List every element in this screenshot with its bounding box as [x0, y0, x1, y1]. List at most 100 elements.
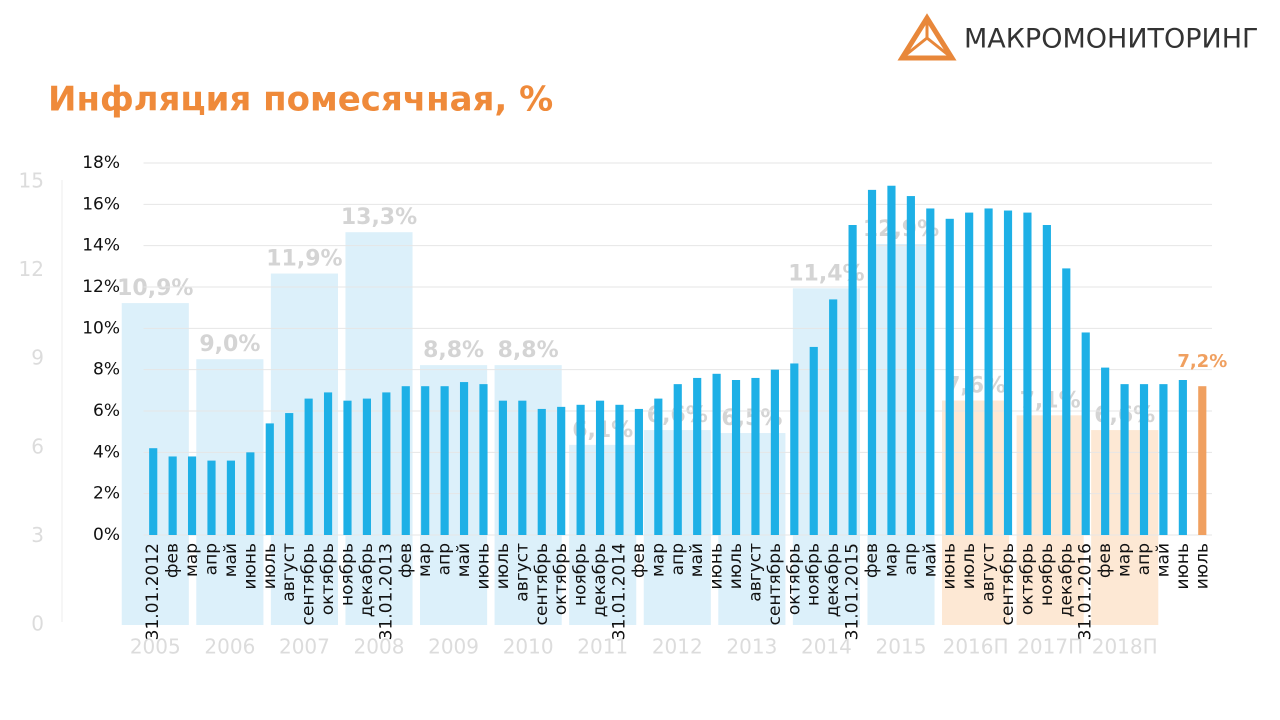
y-tick-label: 14%: [82, 236, 120, 256]
bar: [382, 392, 391, 535]
x-tick-label: апр: [1134, 543, 1154, 575]
bar: [867, 244, 935, 625]
bar: [420, 365, 488, 625]
y-tick-label: 9: [31, 346, 44, 370]
value-label: 10,9%: [117, 276, 193, 301]
x-tick-label: май: [1153, 543, 1173, 577]
x-tick-label: апр: [901, 543, 921, 575]
bar: [790, 363, 799, 535]
bar: [1198, 386, 1207, 535]
x-tick-label: фев: [862, 543, 882, 578]
x-tick-label: июль: [1192, 543, 1212, 589]
x-tick-label: сентябрь: [765, 543, 785, 625]
bar: [673, 384, 682, 535]
bar: [1101, 367, 1110, 535]
bar: [693, 377, 702, 535]
x-tick-label: мар: [182, 543, 202, 577]
x-tick-label: фев: [163, 543, 183, 578]
bar: [1139, 384, 1149, 535]
x-tick-label: сентябрь: [299, 543, 319, 625]
x-tick-label: июнь: [473, 543, 493, 590]
x-tick-label: июнь: [240, 543, 260, 590]
bar: [576, 404, 585, 535]
bar: [557, 406, 566, 535]
bar: [848, 225, 857, 535]
bar: [809, 346, 818, 535]
x-tick-label: июль: [726, 543, 746, 589]
x-tick-label: май: [920, 543, 940, 577]
x-tick-label: 2007: [279, 635, 330, 659]
logo-icon: [897, 13, 957, 61]
x-tick-label: 2005: [130, 635, 181, 659]
x-tick-label: май: [454, 543, 474, 577]
y-tick-label: 2%: [93, 484, 120, 504]
value-label: 7,2%: [1177, 351, 1227, 372]
bar: [323, 392, 333, 535]
x-tick-label: июнь: [1173, 543, 1193, 590]
x-tick-label: июль: [959, 543, 979, 589]
bar: [867, 189, 877, 535]
x-tick-label: август: [279, 543, 299, 602]
x-tick-label: май: [687, 543, 707, 577]
y-tick-label: 16%: [82, 194, 120, 214]
bar: [926, 208, 935, 535]
x-tick-label: декабрь: [590, 543, 610, 617]
y-tick-label: 4%: [93, 442, 120, 462]
bar: [1120, 384, 1129, 535]
bar: [304, 398, 313, 535]
value-label: 8,8%: [498, 338, 559, 363]
bar: [149, 448, 158, 535]
bar: [459, 382, 469, 535]
bar: [751, 377, 760, 535]
x-tick-label: 2015: [876, 635, 927, 659]
logo-text: МАКРОМОНИТОРИНГ: [964, 24, 1259, 55]
y-tick-label: 0%: [93, 525, 120, 545]
x-tick-label: 2014: [801, 635, 852, 659]
x-tick-label: мар: [1115, 543, 1135, 577]
bar: [498, 400, 507, 535]
x-tick-label: 2006: [204, 635, 255, 659]
x-tick-label: август: [512, 543, 532, 602]
background-chart: 0 3 6 9 12 15 10,9% 2005 9,0% 2006 11,9% 2007 13,3% 2…: [19, 169, 1159, 659]
x-tick-label: 2008: [354, 635, 405, 659]
bar: [345, 232, 413, 625]
bar: [401, 386, 410, 535]
x-tick-label: апр: [668, 543, 688, 575]
bar: [479, 384, 488, 535]
x-tick-label: 2009: [428, 635, 479, 659]
x-tick-label: фев: [396, 543, 416, 578]
y-tick-label: 10%: [82, 318, 120, 338]
y-tick-label: 6: [31, 434, 44, 458]
x-tick-label: сентябрь: [532, 543, 552, 625]
bar: [265, 423, 274, 535]
x-tick-label: ноябрь: [1037, 543, 1057, 606]
x-tick-label: ноябрь: [804, 543, 824, 606]
x-tick-label: 2018П: [1092, 635, 1158, 659]
bar: [829, 299, 838, 535]
y-tick-label: 15: [19, 169, 44, 193]
x-tick-label: октябрь: [551, 543, 571, 615]
bar: [945, 218, 954, 536]
x-tick-label: 31.01.2015: [843, 543, 863, 640]
y-tick-label: 12%: [82, 277, 120, 297]
bar: [887, 185, 896, 535]
x-tick-label: декабрь: [357, 543, 377, 617]
x-tick-label: 2012: [652, 635, 703, 659]
bar: [207, 460, 216, 535]
y-tick-label: 3: [31, 523, 44, 547]
value-label: 13,3%: [341, 205, 417, 230]
x-tick-label: декабрь: [823, 543, 843, 617]
y-tick-label: 6%: [93, 401, 120, 421]
x-tick-label: фев: [629, 543, 649, 578]
bar: [343, 400, 352, 535]
y-tick-label: 12: [19, 257, 44, 281]
x-tick-label: 31.01.2014: [609, 543, 629, 640]
bar: [595, 400, 605, 535]
x-tick-label: ноябрь: [571, 543, 591, 606]
bar: [654, 398, 663, 535]
x-tick-label: апр: [201, 543, 221, 575]
x-tick-label: июнь: [707, 543, 727, 590]
x-tick-label: фев: [1095, 543, 1115, 578]
x-tick-label: август: [979, 543, 999, 602]
